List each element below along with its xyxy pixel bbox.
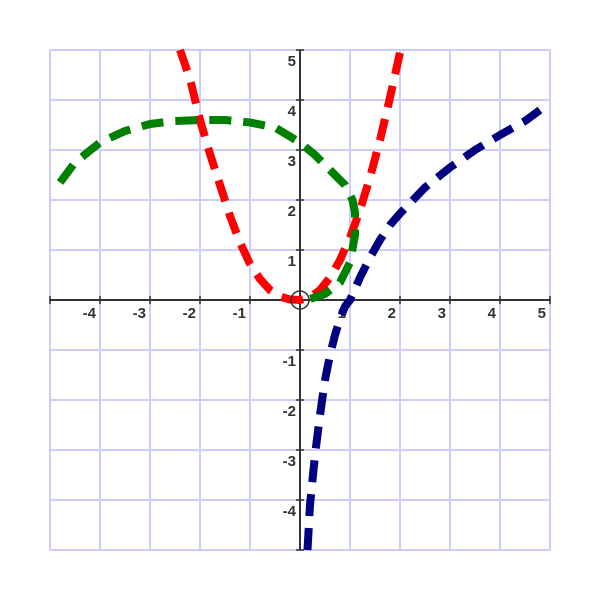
y-tick-label: 3 <box>288 153 296 170</box>
y-tick-label: 2 <box>288 203 296 220</box>
y-tick-label: -2 <box>283 403 296 420</box>
y-tick-label: 4 <box>288 103 297 120</box>
x-tick-label: 5 <box>538 305 546 322</box>
y-tick-label: 1 <box>288 253 296 270</box>
x-tick-label: -2 <box>183 305 196 322</box>
series-curve-2 <box>56 116 359 304</box>
y-tick-label: -3 <box>283 453 296 470</box>
x-tick-label: -1 <box>233 305 246 322</box>
x-tick-label: 2 <box>388 305 396 322</box>
y-tick-label: -4 <box>283 503 297 520</box>
origin-marker <box>290 290 310 310</box>
x-tick-label: -4 <box>83 305 97 322</box>
x-tick-label: 3 <box>438 305 446 322</box>
series-layer <box>56 48 543 551</box>
y-tick-label: -1 <box>283 353 296 370</box>
series-curve-1 <box>176 48 405 304</box>
x-tick-label: 4 <box>488 305 497 322</box>
x-tick-label: -3 <box>133 305 146 322</box>
series-curve-3 <box>303 106 543 551</box>
y-tick-label: 5 <box>288 53 296 70</box>
